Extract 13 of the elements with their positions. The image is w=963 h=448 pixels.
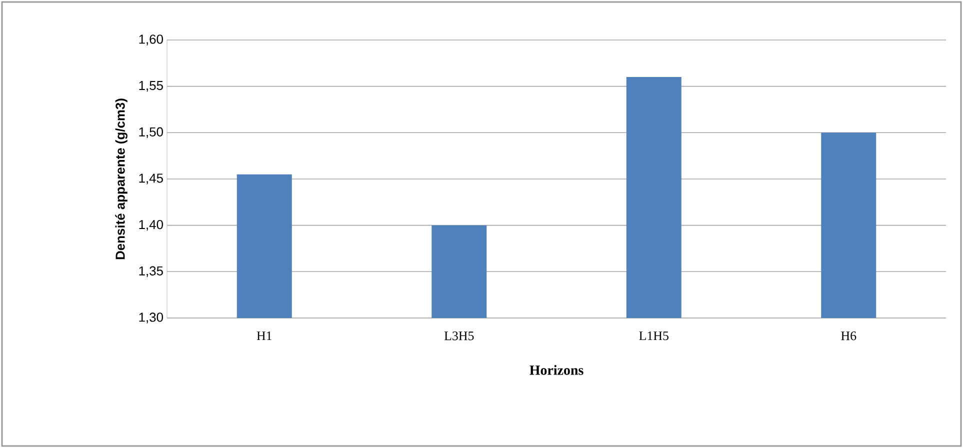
y-tick-label: 1,30 [139,312,163,324]
x-tick-label: H1 [256,332,272,340]
y-tick-label: 1,45 [139,174,163,184]
x-tick-label: H6 [841,332,856,340]
y-tick-label: 1,60 [139,34,163,46]
y-axis-title: Densité apparente (g/cm3) [115,98,128,260]
y-tick-label: 1,35 [139,266,163,277]
y-tick-label: 1,50 [139,127,163,138]
x-tick-label: L1H5 [639,332,668,340]
y-tick-label: 1,55 [139,81,163,92]
x-axis-title: Horizons [530,365,584,375]
x-tick-label: L3H5 [444,332,474,340]
y-tick-label: 1,40 [139,220,163,231]
